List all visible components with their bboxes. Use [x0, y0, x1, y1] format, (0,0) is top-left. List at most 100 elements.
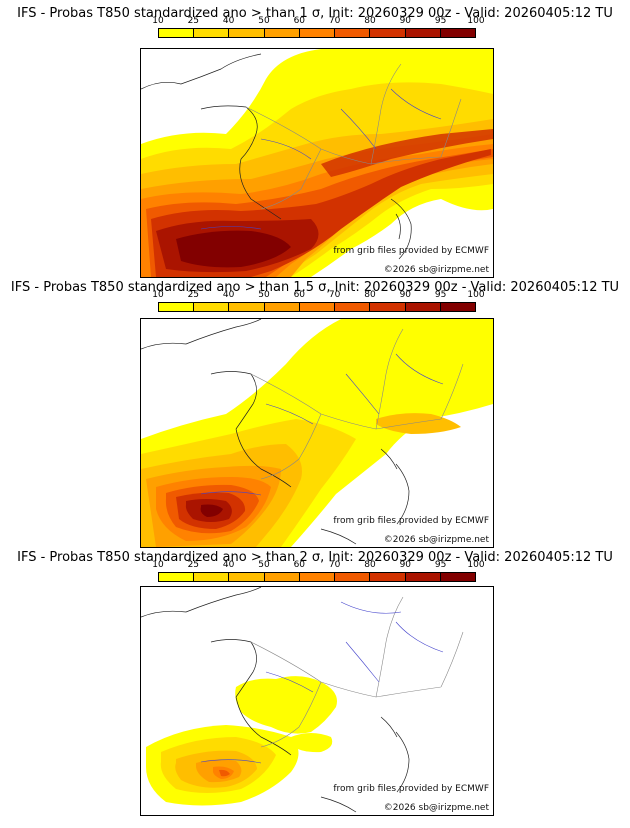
panel-sigma-1-5: IFS - Probas T850 standardized ano > tha… [0, 276, 630, 548]
panel-title: IFS - Probas T850 standardized ano > tha… [10, 280, 620, 295]
country-borders [250, 596, 464, 748]
color-swatch [405, 29, 441, 37]
prob-field-patch [291, 733, 333, 753]
color-swatch [440, 573, 475, 581]
prob-field-95 [200, 504, 223, 517]
color-swatch [194, 573, 230, 581]
color-swatch [335, 29, 371, 37]
rivers [200, 601, 444, 764]
prob-field-70 [219, 769, 230, 777]
prob-field-alps-band [321, 129, 493, 177]
color-swatch [335, 303, 371, 311]
color-swatch [335, 573, 371, 581]
color-swatch [370, 29, 406, 37]
color-swatch [229, 303, 265, 311]
color-swatch [159, 303, 195, 311]
tick-label: 100 [467, 16, 485, 26]
tick-label: 40 [222, 290, 235, 300]
tick-label: 90 [399, 290, 412, 300]
panel-sigma-1: IFS - Probas T850 standardized ano > tha… [0, 0, 630, 278]
color-swatch [159, 573, 195, 581]
tick-label: 90 [399, 16, 412, 26]
tick-label: 40 [222, 16, 235, 26]
tick-label: 70 [328, 290, 341, 300]
tick-label: 10 [152, 290, 164, 300]
tick-label: 95 [434, 290, 447, 300]
tick-label: 95 [434, 16, 447, 26]
probability-map: from grib files provided by ECMWF ©2026 … [140, 586, 494, 816]
color-swatch [299, 29, 336, 37]
tick-label: 25 [187, 290, 200, 300]
tick-label: 70 [328, 560, 341, 570]
color-swatch [405, 573, 441, 581]
country-borders [245, 63, 462, 210]
prob-field-alps [376, 413, 461, 434]
color-swatch [264, 573, 300, 581]
color-swatch [299, 573, 336, 581]
map-graphic [141, 587, 464, 813]
colorbar-swatches [158, 302, 476, 312]
colorbar-ticks: 10 25 40 50 60 70 80 90 95 100 [152, 16, 484, 28]
color-swatch [229, 29, 265, 37]
tick-label: 80 [364, 290, 376, 300]
tick-label: 10 [152, 16, 164, 26]
map-graphic [141, 49, 493, 277]
color-swatch [370, 303, 406, 311]
copyright-credit: ©2026 sb@irizpme.net [383, 535, 489, 545]
panel-title: IFS - Probas T850 standardized ano > tha… [17, 6, 613, 21]
prob-field-95 [176, 230, 291, 268]
tick-label: 70 [328, 16, 341, 26]
colorbar-swatches [158, 572, 476, 582]
tick-label: 60 [293, 16, 306, 26]
color-swatch [264, 29, 300, 37]
tick-label: 50 [258, 560, 270, 570]
copyright-credit: ©2026 sb@irizpme.net [383, 803, 489, 813]
color-swatch [264, 303, 300, 311]
coastline [141, 319, 410, 545]
panel-sigma-2: IFS - Probas T850 standardized ano > tha… [0, 546, 630, 818]
tick-label: 50 [258, 290, 270, 300]
colorbar: 10 25 40 50 60 70 80 90 95 100 [152, 290, 485, 314]
color-swatch [194, 29, 230, 37]
color-swatch [405, 303, 441, 311]
tick-label: 40 [222, 560, 235, 570]
tick-label: 80 [364, 560, 376, 570]
tick-label: 100 [467, 290, 485, 300]
tick-label: 60 [293, 290, 306, 300]
colorbar: 10 25 40 50 60 70 80 90 95 100 [152, 560, 485, 584]
country-borders [250, 328, 464, 480]
source-credit: from grib files provided by ECMWF [333, 246, 489, 256]
tick-label: 50 [258, 16, 270, 26]
color-swatch [159, 29, 195, 37]
rivers [200, 88, 442, 230]
colorbar: 10 25 40 50 60 70 80 90 95 100 [152, 16, 485, 40]
probability-map: from grib files provided by ECMWF ©2026 … [140, 48, 494, 278]
copyright-credit: ©2026 sb@irizpme.net [383, 265, 489, 275]
color-swatch [440, 29, 475, 37]
rivers [200, 353, 444, 496]
colorbar-ticks: 10 25 40 50 60 70 80 90 95 100 [152, 290, 484, 302]
color-swatch [370, 573, 406, 581]
tick-label: 95 [434, 560, 447, 570]
color-swatch [299, 303, 336, 311]
panel-title: IFS - Probas T850 standardized ano > tha… [17, 550, 613, 565]
tick-label: 25 [187, 16, 200, 26]
colorbar-swatches [158, 28, 476, 38]
color-swatch [440, 303, 475, 311]
source-credit: from grib files provided by ECMWF [333, 784, 489, 794]
colorbar-ticks: 10 25 40 50 60 70 80 90 95 100 [152, 560, 484, 572]
prob-field-10-north [235, 676, 337, 734]
tick-label: 60 [293, 560, 306, 570]
tick-label: 25 [187, 560, 200, 570]
color-swatch [194, 303, 230, 311]
tick-label: 90 [399, 560, 412, 570]
tick-label: 10 [152, 560, 164, 570]
coastline [141, 53, 412, 260]
map-graphic [141, 319, 493, 547]
color-swatch [229, 573, 265, 581]
source-credit: from grib files provided by ECMWF [333, 516, 489, 526]
tick-label: 100 [467, 560, 485, 570]
tick-label: 80 [364, 16, 376, 26]
coastline [141, 587, 410, 813]
probability-map: from grib files provided by ECMWF ©2026 … [140, 318, 494, 548]
